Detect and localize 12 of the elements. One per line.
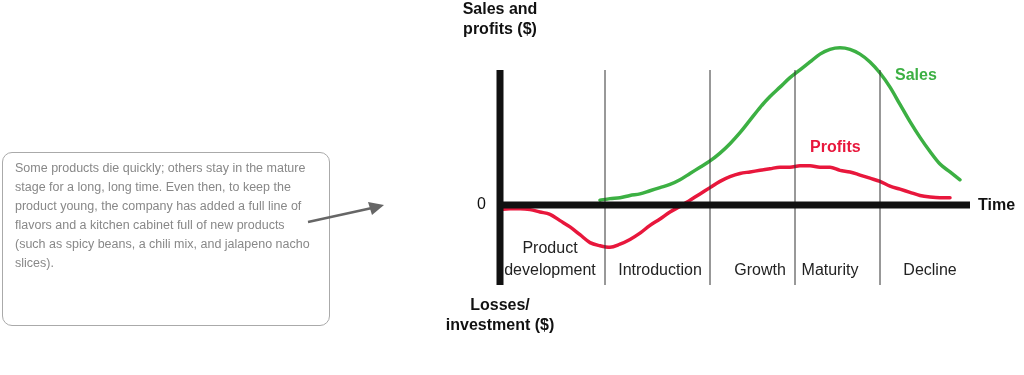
text: 0 [477,195,487,213]
y-axis-title: Sales and profits ($) [462,0,538,37]
x-axis-title: Time [978,196,1016,214]
series-label: Profits [810,138,861,156]
x-tick-label: Growth [734,261,786,278]
x-tick-label: Maturity [801,261,859,278]
text: Some products die quickly; others stay in the mature stage for a long, long time. Even then, to keep the product young, the company has added a full line of flavors and a kitchen cabinet full of new products (such as spicy beans, a chili mix, and jalapeno nacho slices). [2,152,330,326]
x-tick-label: Decline [903,261,957,278]
x-tick-label: Introduction [618,261,702,278]
series-label: Sales [895,66,937,84]
x-tick-label: Product development [504,239,597,278]
text: Losses/ investment ($) [445,296,555,333]
